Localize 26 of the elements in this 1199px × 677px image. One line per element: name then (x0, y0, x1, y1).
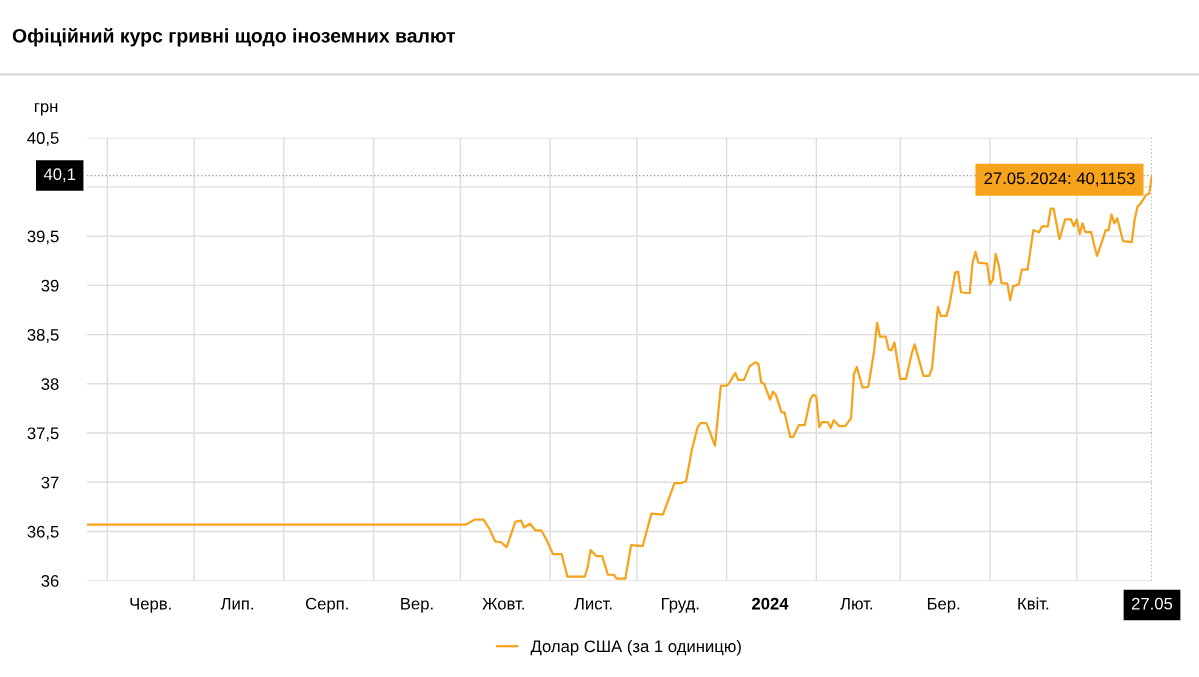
y-tick-label: 36,5 (27, 525, 59, 540)
x-tick-label: Лист. (574, 597, 612, 610)
y-tick-label: 36 (41, 575, 59, 587)
x-tick-label: Лип. (220, 597, 253, 610)
y-tick-label: 40,5 (27, 132, 59, 146)
legend-label: Долар США (за 1 одиницю) (530, 639, 741, 656)
x-tick-label: Бер. (927, 597, 960, 613)
y-tick-label: 39,5 (27, 230, 59, 245)
x-tick-label: Серп. (305, 597, 348, 613)
y-tick-label: 37 (41, 476, 59, 489)
x-tick-label: Черв. (130, 597, 171, 613)
y-tick-label: 37,5 (27, 427, 59, 442)
x-tick-label: 27.05 (1131, 597, 1173, 610)
x-tick-label: Груд. (662, 597, 699, 613)
x-tick-label: Вер. (401, 597, 433, 613)
annotation: 27.05.2024: 40,1153 (984, 172, 1135, 187)
y-tick-label: 38,5 (27, 328, 59, 343)
x-tick-label: Лют. (840, 597, 873, 610)
chart-title: Офіційний курс гривні щодо іноземних валют (12, 27, 456, 47)
x-tick-label: 2024 (752, 597, 789, 610)
x-tick-label: Квіт. (1018, 597, 1049, 610)
x-tick-label: Жовт. (482, 597, 524, 610)
ref-line-label: 40,1 (43, 168, 76, 183)
y-axis-title: грн (34, 103, 58, 116)
y-tick-label: 39 (41, 279, 59, 292)
y-tick-label: 38 (41, 378, 59, 390)
